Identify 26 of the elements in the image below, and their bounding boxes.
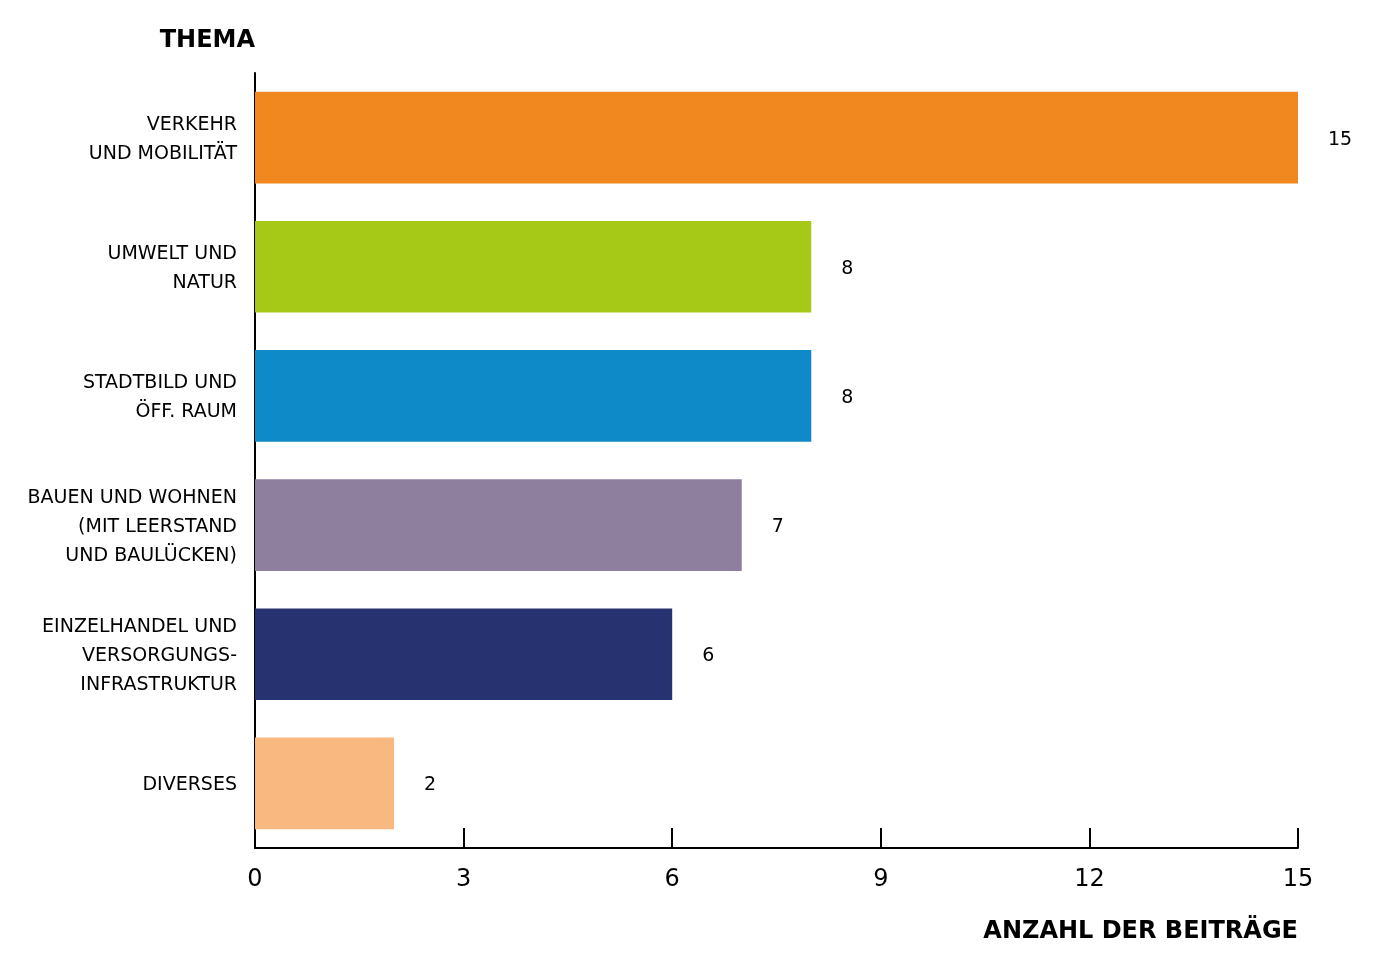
y-tick-label: BAUEN UND WOHNEN (MIT LEERSTAND UND BAULÜCKEN) (27, 485, 237, 566)
y-tick-label: DIVERSES (142, 772, 237, 795)
bar (255, 350, 812, 442)
y-tick-label: EINZELHANDEL UND VERSORGUNGS- INFRASTRUKTUR (42, 614, 237, 695)
x-tick-label: 9 (873, 864, 889, 892)
y-tick-label: STADTBILD UND ÖFF. RAUM (82, 370, 237, 422)
bar (255, 608, 673, 701)
data-label: 2 (424, 772, 437, 795)
data-label: 15 (1328, 126, 1353, 149)
x-tick-label: 12 (1074, 864, 1105, 892)
bar (255, 737, 395, 830)
bar (255, 220, 812, 313)
data-label: 7 (771, 514, 784, 537)
bar (255, 91, 1298, 184)
x-axis-title: ANZAHL DER BEITRÄGE (983, 915, 1298, 944)
x-tick-label: 15 (1282, 864, 1314, 892)
y-tick-label: VERKEHR UND MOBILITÄT (88, 112, 238, 164)
bar (255, 479, 742, 571)
data-label: 8 (841, 384, 854, 407)
data-label: 6 (702, 643, 715, 666)
x-tick-label: 0 (247, 864, 263, 892)
y-tick-label: UMWELT UND NATUR (107, 241, 237, 293)
x-tick-label: 3 (455, 864, 472, 892)
data-label: 8 (841, 255, 854, 278)
x-tick-label: 6 (664, 864, 680, 892)
y-axis-title: THEMA (159, 25, 256, 53)
